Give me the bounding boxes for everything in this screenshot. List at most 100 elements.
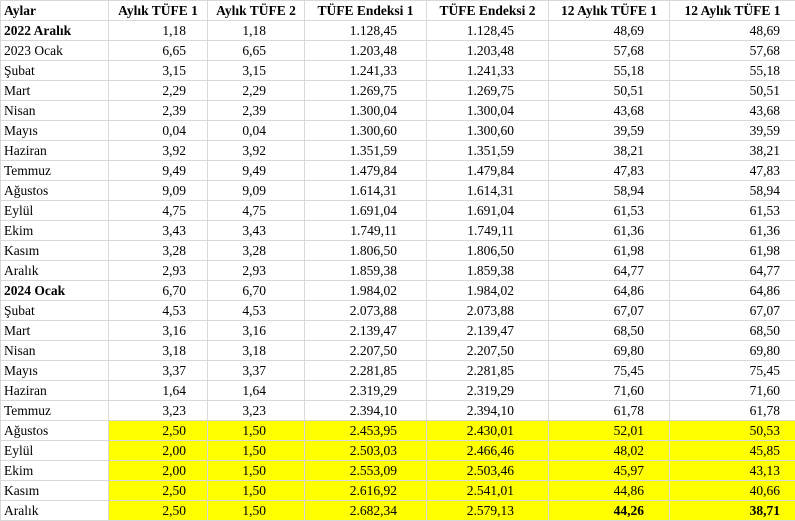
value-cell: 3,16 bbox=[108, 320, 208, 341]
value-cell: 3,43 bbox=[207, 220, 305, 241]
value-cell: 3,15 bbox=[108, 60, 208, 81]
value-cell: 2.579,13 bbox=[426, 500, 549, 521]
value-cell: 3,37 bbox=[207, 360, 305, 381]
value-cell: 50,51 bbox=[669, 80, 795, 101]
value-cell: 2,93 bbox=[207, 260, 305, 281]
value-cell: 1,18 bbox=[207, 20, 305, 41]
value-cell: 3,16 bbox=[207, 320, 305, 341]
table-row: Temmuz 9,49 9,49 1.479,84 1.479,84 47,83 47,83 bbox=[0, 160, 795, 181]
table-row: Ağustos 2,50 1,50 2.453,95 2.430,01 52,01 50,5… bbox=[0, 420, 795, 441]
value-cell: 61,78 bbox=[548, 400, 670, 421]
value-cell: 57,68 bbox=[548, 40, 670, 61]
value-cell: 1.749,11 bbox=[426, 220, 549, 241]
month-cell: Haziran bbox=[0, 140, 109, 161]
value-cell: 61,98 bbox=[669, 240, 795, 261]
value-cell: 69,80 bbox=[669, 340, 795, 361]
value-cell: 2,29 bbox=[207, 80, 305, 101]
value-cell: 2.430,01 bbox=[426, 420, 549, 441]
value-cell: 47,83 bbox=[669, 160, 795, 181]
value-cell: 1.300,04 bbox=[304, 100, 427, 121]
value-cell: 2.394,10 bbox=[304, 400, 427, 421]
table-row: Nisan 2,39 2,39 1.300,04 1.300,04 43,68 43,68 bbox=[0, 100, 795, 121]
value-cell: 2.207,50 bbox=[304, 340, 427, 361]
value-cell: 2,93 bbox=[108, 260, 208, 281]
value-cell: 55,18 bbox=[669, 60, 795, 81]
month-cell: Temmuz bbox=[0, 160, 109, 181]
value-cell: 1.984,02 bbox=[304, 280, 427, 301]
value-cell: 64,77 bbox=[669, 260, 795, 281]
value-cell: 2.394,10 bbox=[426, 400, 549, 421]
month-cell: Eylül bbox=[0, 440, 109, 461]
value-cell: 61,78 bbox=[669, 400, 795, 421]
value-cell: 2,29 bbox=[108, 80, 208, 101]
month-cell: Aralık bbox=[0, 500, 109, 521]
value-cell: 50,53 bbox=[669, 420, 795, 441]
value-cell: 1,50 bbox=[207, 420, 305, 441]
value-cell: 1.806,50 bbox=[304, 240, 427, 261]
table-row: Haziran 3,92 3,92 1.351,59 1.351,59 38,21 38,2… bbox=[0, 140, 795, 161]
value-cell: 58,94 bbox=[548, 180, 670, 201]
value-cell: 39,59 bbox=[548, 120, 670, 141]
value-cell: 38,71 bbox=[669, 500, 795, 521]
value-cell: 40,66 bbox=[669, 480, 795, 501]
table-row: Mart 2,29 2,29 1.269,75 1.269,75 50,51 50,51 bbox=[0, 80, 795, 101]
value-cell: 39,59 bbox=[669, 120, 795, 141]
value-cell: 67,07 bbox=[548, 300, 670, 321]
column-header: Aylık TÜFE 2 bbox=[207, 0, 305, 21]
value-cell: 2,39 bbox=[108, 100, 208, 121]
value-cell: 3,92 bbox=[108, 140, 208, 161]
month-cell: 2023 Ocak bbox=[0, 40, 109, 61]
month-cell: Mart bbox=[0, 320, 109, 341]
value-cell: 57,68 bbox=[669, 40, 795, 61]
value-cell: 4,75 bbox=[207, 200, 305, 221]
value-cell: 3,18 bbox=[207, 340, 305, 361]
value-cell: 1,50 bbox=[207, 500, 305, 521]
value-cell: 1.859,38 bbox=[426, 260, 549, 281]
value-cell: 2.073,88 bbox=[426, 300, 549, 321]
month-cell: Nisan bbox=[0, 340, 109, 361]
table-row: Şubat 4,53 4,53 2.073,88 2.073,88 67,07 67,07 bbox=[0, 300, 795, 321]
value-cell: 55,18 bbox=[548, 60, 670, 81]
value-cell: 1.203,48 bbox=[426, 40, 549, 61]
value-cell: 1.691,04 bbox=[426, 200, 549, 221]
value-cell: 1.128,45 bbox=[304, 20, 427, 41]
value-cell: 2,00 bbox=[108, 460, 208, 481]
value-cell: 1.749,11 bbox=[304, 220, 427, 241]
month-cell: Ekim bbox=[0, 220, 109, 241]
value-cell: 1.479,84 bbox=[304, 160, 427, 181]
column-header: 12 Aylık TÜFE 1 bbox=[548, 0, 670, 21]
value-cell: 2.319,29 bbox=[426, 380, 549, 401]
value-cell: 2.553,09 bbox=[304, 460, 427, 481]
value-cell: 61,36 bbox=[548, 220, 670, 241]
month-cell: Kasım bbox=[0, 240, 109, 261]
table-row: Haziran 1,64 1,64 2.319,29 2.319,29 71,60 71,6… bbox=[0, 380, 795, 401]
value-cell: 2,39 bbox=[207, 100, 305, 121]
value-cell: 1.859,38 bbox=[304, 260, 427, 281]
table-row: Ağustos 9,09 9,09 1.614,31 1.614,31 58,94 58,9… bbox=[0, 180, 795, 201]
value-cell: 2.073,88 bbox=[304, 300, 427, 321]
value-cell: 2.541,01 bbox=[426, 480, 549, 501]
value-cell: 0,04 bbox=[108, 120, 208, 141]
value-cell: 0,04 bbox=[207, 120, 305, 141]
value-cell: 3,43 bbox=[108, 220, 208, 241]
value-cell: 61,53 bbox=[548, 200, 670, 221]
table-row: Eylül 2,00 1,50 2.503,03 2.466,46 48,02 45,85 bbox=[0, 440, 795, 461]
table-row: Mayıs 3,37 3,37 2.281,85 2.281,85 75,45 75,45 bbox=[0, 360, 795, 381]
value-cell: 1,18 bbox=[108, 20, 208, 41]
table-row: 2023 Ocak 6,65 6,65 1.203,48 1.203,48 57,68 57… bbox=[0, 40, 795, 61]
value-cell: 3,23 bbox=[207, 400, 305, 421]
table-body: 2022 Aralık 1,18 1,18 1.128,45 1.128,45 48,69… bbox=[0, 20, 795, 521]
month-cell: Aralık bbox=[0, 260, 109, 281]
value-cell: 6,65 bbox=[108, 40, 208, 61]
column-header: Aylar bbox=[0, 0, 109, 21]
value-cell: 1,50 bbox=[207, 440, 305, 461]
value-cell: 48,69 bbox=[669, 20, 795, 41]
value-cell: 50,51 bbox=[548, 80, 670, 101]
table-row: Mayıs 0,04 0,04 1.300,60 1.300,60 39,59 39,59 bbox=[0, 120, 795, 141]
value-cell: 3,18 bbox=[108, 340, 208, 361]
value-cell: 9,49 bbox=[108, 160, 208, 181]
value-cell: 1.351,59 bbox=[304, 140, 427, 161]
value-cell: 44,26 bbox=[548, 500, 670, 521]
value-cell: 61,53 bbox=[669, 200, 795, 221]
value-cell: 38,21 bbox=[669, 140, 795, 161]
